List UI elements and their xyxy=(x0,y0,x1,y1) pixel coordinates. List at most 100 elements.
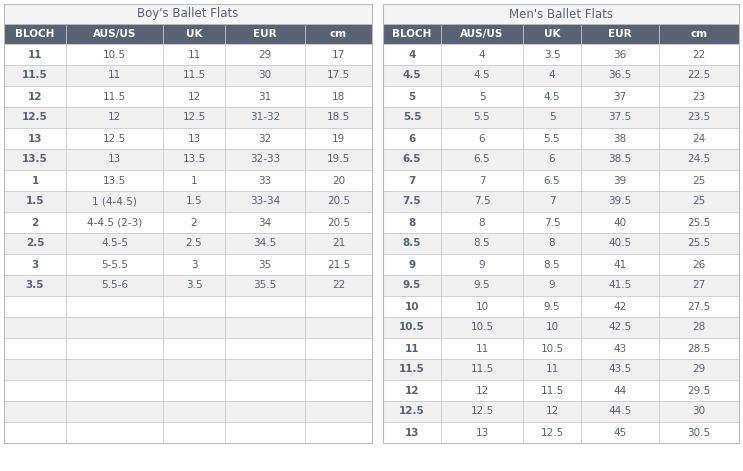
Bar xyxy=(383,86,441,107)
Bar xyxy=(659,254,739,275)
Bar xyxy=(305,254,372,275)
Text: 12: 12 xyxy=(405,385,419,396)
Text: AUS/US: AUS/US xyxy=(461,29,504,39)
Text: 1 (4-4.5): 1 (4-4.5) xyxy=(92,196,137,206)
Text: 8.5: 8.5 xyxy=(403,238,421,249)
Bar xyxy=(523,401,581,422)
Text: 6.5: 6.5 xyxy=(474,154,490,164)
Text: 12.5: 12.5 xyxy=(22,113,48,122)
Text: 39: 39 xyxy=(614,176,626,186)
Text: 6: 6 xyxy=(478,133,485,144)
Text: 11.5: 11.5 xyxy=(540,385,564,396)
Text: 4-4.5 (2-3): 4-4.5 (2-3) xyxy=(87,218,142,227)
Bar xyxy=(659,212,739,233)
Bar xyxy=(523,170,581,191)
Bar xyxy=(4,254,66,275)
Bar xyxy=(163,149,225,170)
Text: 3.5: 3.5 xyxy=(544,49,560,59)
Bar xyxy=(581,338,659,359)
Bar xyxy=(523,65,581,86)
Bar xyxy=(66,86,163,107)
Bar xyxy=(581,317,659,338)
Text: 34.5: 34.5 xyxy=(253,238,276,249)
Text: Men's Ballet Flats: Men's Ballet Flats xyxy=(509,8,613,21)
Text: 10.5: 10.5 xyxy=(399,323,425,333)
Text: 19: 19 xyxy=(332,133,345,144)
Bar xyxy=(66,128,163,149)
Bar xyxy=(163,24,225,44)
Bar xyxy=(659,233,739,254)
Text: 29: 29 xyxy=(692,365,706,374)
Text: 10: 10 xyxy=(476,301,489,311)
Bar xyxy=(523,254,581,275)
Text: 38: 38 xyxy=(614,133,626,144)
Bar xyxy=(659,44,739,65)
Text: 11.5: 11.5 xyxy=(182,71,206,81)
Text: 11: 11 xyxy=(187,49,201,59)
Text: 44.5: 44.5 xyxy=(609,406,632,416)
Text: 4.5: 4.5 xyxy=(403,71,421,81)
Bar xyxy=(581,65,659,86)
Text: 12.5: 12.5 xyxy=(399,406,425,416)
Bar xyxy=(441,359,523,380)
Bar xyxy=(4,170,66,191)
Text: 10.5: 10.5 xyxy=(540,343,563,354)
Bar xyxy=(163,86,225,107)
Bar xyxy=(523,44,581,65)
Text: 32: 32 xyxy=(259,133,272,144)
Bar xyxy=(4,86,66,107)
Bar xyxy=(305,233,372,254)
Bar xyxy=(383,4,739,443)
Bar xyxy=(4,24,66,44)
Bar xyxy=(225,233,305,254)
Text: 5: 5 xyxy=(548,113,555,122)
Bar xyxy=(383,317,441,338)
Text: 5-5.5: 5-5.5 xyxy=(101,260,128,269)
Text: 30: 30 xyxy=(259,71,271,81)
Bar xyxy=(163,191,225,212)
Text: 7.5: 7.5 xyxy=(403,196,421,206)
Text: 40.5: 40.5 xyxy=(609,238,632,249)
Bar xyxy=(305,107,372,128)
Bar xyxy=(66,254,163,275)
Bar xyxy=(581,254,659,275)
Text: 22.5: 22.5 xyxy=(687,71,710,81)
Bar xyxy=(441,275,523,296)
Bar xyxy=(659,149,739,170)
Text: 2: 2 xyxy=(31,218,39,227)
Bar xyxy=(523,107,581,128)
Bar xyxy=(441,191,523,212)
Bar xyxy=(383,254,441,275)
Text: 8.5: 8.5 xyxy=(544,260,560,269)
Bar xyxy=(305,422,372,443)
Text: 3: 3 xyxy=(191,260,198,269)
Text: AUS/US: AUS/US xyxy=(93,29,136,39)
Bar xyxy=(163,44,225,65)
Text: 22: 22 xyxy=(692,49,706,59)
Text: 7.5: 7.5 xyxy=(474,196,490,206)
Text: 45: 45 xyxy=(614,428,626,438)
Bar xyxy=(66,233,163,254)
Text: 4.5-5: 4.5-5 xyxy=(101,238,128,249)
Text: 23.5: 23.5 xyxy=(687,113,710,122)
Text: 6: 6 xyxy=(548,154,555,164)
Bar xyxy=(383,233,441,254)
Bar xyxy=(305,275,372,296)
Text: 5: 5 xyxy=(409,91,415,101)
Text: 13: 13 xyxy=(476,428,489,438)
Text: EUR: EUR xyxy=(609,29,632,39)
Bar xyxy=(581,191,659,212)
Bar xyxy=(163,128,225,149)
Bar xyxy=(225,107,305,128)
Bar xyxy=(163,317,225,338)
Bar xyxy=(441,24,523,44)
Text: 2.5: 2.5 xyxy=(26,238,45,249)
Text: 21.5: 21.5 xyxy=(327,260,350,269)
Text: 41: 41 xyxy=(614,260,626,269)
Text: BLOCH: BLOCH xyxy=(392,29,432,39)
Bar xyxy=(163,254,225,275)
Text: 13.5: 13.5 xyxy=(182,154,206,164)
Bar xyxy=(581,233,659,254)
Text: 9: 9 xyxy=(478,260,485,269)
Bar xyxy=(581,128,659,149)
